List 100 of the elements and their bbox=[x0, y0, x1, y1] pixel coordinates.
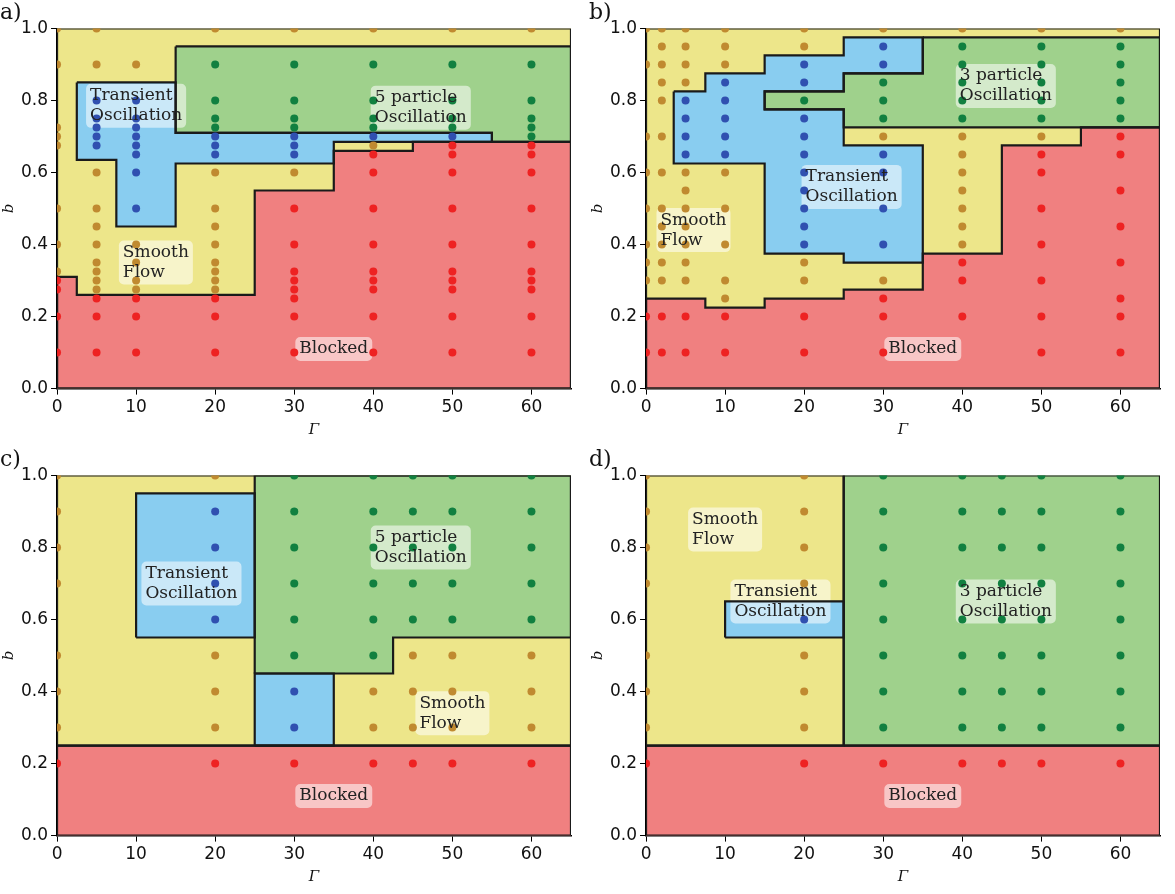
point bbox=[681, 60, 690, 69]
point bbox=[879, 507, 888, 516]
x-tick-label: 40 bbox=[362, 843, 385, 864]
annotation: Smooth Flow bbox=[692, 507, 759, 548]
point bbox=[369, 651, 378, 660]
point bbox=[211, 123, 220, 132]
point bbox=[448, 312, 457, 321]
point bbox=[290, 123, 299, 132]
point bbox=[1037, 759, 1046, 768]
point bbox=[211, 114, 220, 123]
point bbox=[408, 651, 417, 660]
point bbox=[448, 204, 457, 213]
x-tick-label: 20 bbox=[204, 396, 226, 417]
x-tick-label: 30 bbox=[283, 843, 306, 864]
point bbox=[721, 96, 730, 105]
point bbox=[290, 267, 299, 276]
point bbox=[369, 285, 378, 294]
x-tick-label: 10 bbox=[125, 843, 147, 864]
point bbox=[1116, 312, 1125, 321]
y-tick-label: 0.8 bbox=[609, 88, 638, 109]
point bbox=[290, 132, 299, 141]
y-axis-title: b bbox=[0, 203, 17, 214]
point bbox=[1116, 759, 1125, 768]
point bbox=[800, 723, 809, 732]
point bbox=[1037, 312, 1046, 321]
point bbox=[1037, 276, 1046, 285]
point bbox=[879, 579, 888, 588]
x-tick-label: 50 bbox=[441, 396, 464, 417]
point bbox=[958, 42, 967, 51]
point bbox=[132, 150, 141, 159]
point bbox=[211, 543, 220, 552]
point bbox=[681, 348, 690, 357]
y-tick-label: 0.0 bbox=[20, 824, 49, 845]
point bbox=[290, 759, 299, 768]
point bbox=[1116, 615, 1125, 624]
point bbox=[369, 240, 378, 249]
point bbox=[92, 267, 101, 276]
point bbox=[211, 723, 220, 732]
point bbox=[211, 168, 220, 177]
point bbox=[290, 141, 299, 150]
point bbox=[800, 42, 809, 51]
point bbox=[132, 285, 141, 294]
point bbox=[211, 687, 220, 696]
point bbox=[879, 150, 888, 159]
point bbox=[997, 543, 1006, 552]
point bbox=[800, 312, 809, 321]
chart-title: b) bbox=[589, 0, 612, 24]
point bbox=[800, 651, 809, 660]
point bbox=[879, 651, 888, 660]
point bbox=[1116, 348, 1125, 357]
point bbox=[879, 312, 888, 321]
point bbox=[290, 507, 299, 516]
point bbox=[527, 276, 536, 285]
y-tick-label: 0.6 bbox=[609, 607, 638, 628]
y-axis-title: b bbox=[0, 650, 17, 661]
x-tick-label: 40 bbox=[951, 843, 974, 864]
point bbox=[1037, 168, 1046, 177]
point bbox=[958, 240, 967, 249]
point bbox=[211, 348, 220, 357]
point bbox=[958, 507, 967, 516]
point bbox=[527, 150, 536, 159]
point bbox=[721, 60, 730, 69]
y-tick-label: 0.4 bbox=[20, 232, 49, 253]
point bbox=[721, 204, 730, 213]
point bbox=[681, 96, 690, 105]
point bbox=[92, 285, 101, 294]
chart-title: a) bbox=[0, 0, 22, 24]
point bbox=[879, 276, 888, 285]
point bbox=[290, 150, 299, 159]
annotation: Smooth Flow bbox=[419, 691, 486, 732]
point bbox=[681, 42, 690, 51]
point bbox=[879, 759, 888, 768]
point bbox=[997, 651, 1006, 660]
annotation: Transient Oscillation bbox=[805, 165, 898, 206]
point bbox=[290, 543, 299, 552]
y-tick-label: 0.8 bbox=[20, 535, 49, 556]
point bbox=[1116, 132, 1125, 141]
chart-title: c) bbox=[0, 445, 21, 471]
point bbox=[290, 276, 299, 285]
point bbox=[681, 132, 690, 141]
point bbox=[448, 507, 457, 516]
point bbox=[681, 312, 690, 321]
point bbox=[958, 258, 967, 267]
point bbox=[211, 507, 220, 516]
point bbox=[800, 240, 809, 249]
point bbox=[958, 60, 967, 69]
point bbox=[800, 276, 809, 285]
point bbox=[448, 651, 457, 660]
point bbox=[448, 276, 457, 285]
point bbox=[1037, 651, 1046, 660]
point bbox=[681, 150, 690, 159]
point bbox=[408, 687, 417, 696]
point bbox=[211, 651, 220, 660]
y-tick-label: 1.0 bbox=[609, 463, 638, 484]
point bbox=[1037, 240, 1046, 249]
point bbox=[369, 168, 378, 177]
point bbox=[800, 78, 809, 87]
point bbox=[92, 312, 101, 321]
point bbox=[290, 168, 299, 177]
point bbox=[657, 348, 666, 357]
